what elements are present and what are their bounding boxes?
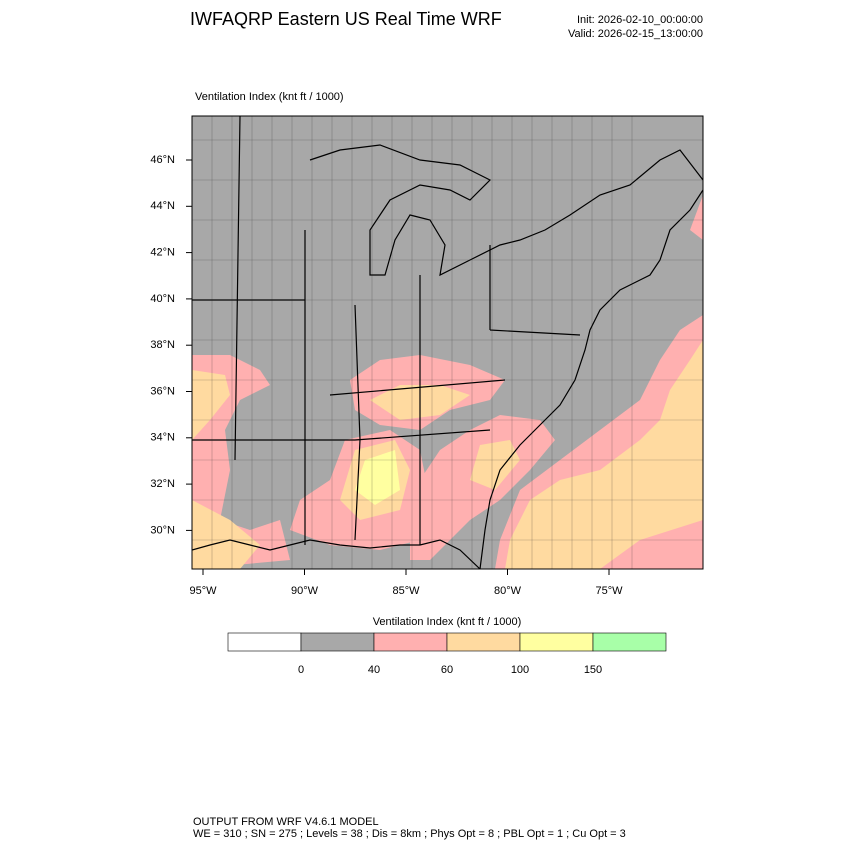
colorbar: 0 40 60 100 150: [227, 632, 667, 676]
lat-label: 36°N: [150, 385, 175, 397]
map: [192, 116, 703, 569]
colorbar-box: [446, 632, 521, 652]
colorbar-tick-label: 40: [368, 664, 380, 676]
valid-time: Valid: 2026-02-15_13:00:00: [568, 28, 703, 40]
colorbar-tick-label: 0: [298, 664, 304, 676]
colorbar-box: [519, 632, 594, 652]
lon-label: 80°W: [494, 585, 522, 597]
colorbar-tick-label: 150: [584, 664, 602, 676]
lat-label: 38°N: [150, 339, 175, 351]
init-time: Init: 2026-02-10_00:00:00: [577, 14, 703, 26]
title: IWFAQRP Eastern US Real Time WRF: [190, 9, 502, 29]
lon-label: 85°W: [392, 585, 420, 597]
lat-label: 42°N: [150, 247, 175, 259]
colorbar-tick-label: 100: [511, 664, 529, 676]
lat-label: 46°N: [150, 154, 175, 166]
lat-label: 44°N: [150, 200, 175, 212]
lat-label: 30°N: [150, 524, 175, 536]
lat-label: 40°N: [150, 293, 175, 305]
map-axes: 46°N 44°N 42°N 40°N 38°N 36°N 34°N 32°N 30°N 95°W…: [150, 154, 623, 597]
lon-label: 75°W: [595, 585, 623, 597]
lat-label: 34°N: [150, 432, 175, 444]
panel-title: Ventilation Index (knt ft / 1000): [195, 91, 344, 103]
colorbar-box: [373, 632, 448, 652]
colorbar-box: [227, 632, 302, 652]
colorbar-title: Ventilation Index (knt ft / 1000): [373, 616, 522, 628]
colorbar-box: [592, 632, 667, 652]
lon-label: 95°W: [189, 585, 217, 597]
colorbar-tick-label: 60: [441, 664, 453, 676]
lon-label: 90°W: [291, 585, 319, 597]
colorbar-box: [300, 632, 375, 652]
footer-line: OUTPUT FROM WRF V4.6.1 MODEL: [193, 816, 379, 828]
map-frame: [191, 115, 704, 570]
lat-label: 32°N: [150, 478, 175, 490]
footer-line: WE = 310 ; SN = 275 ; Levels = 38 ; Dis …: [193, 828, 626, 840]
